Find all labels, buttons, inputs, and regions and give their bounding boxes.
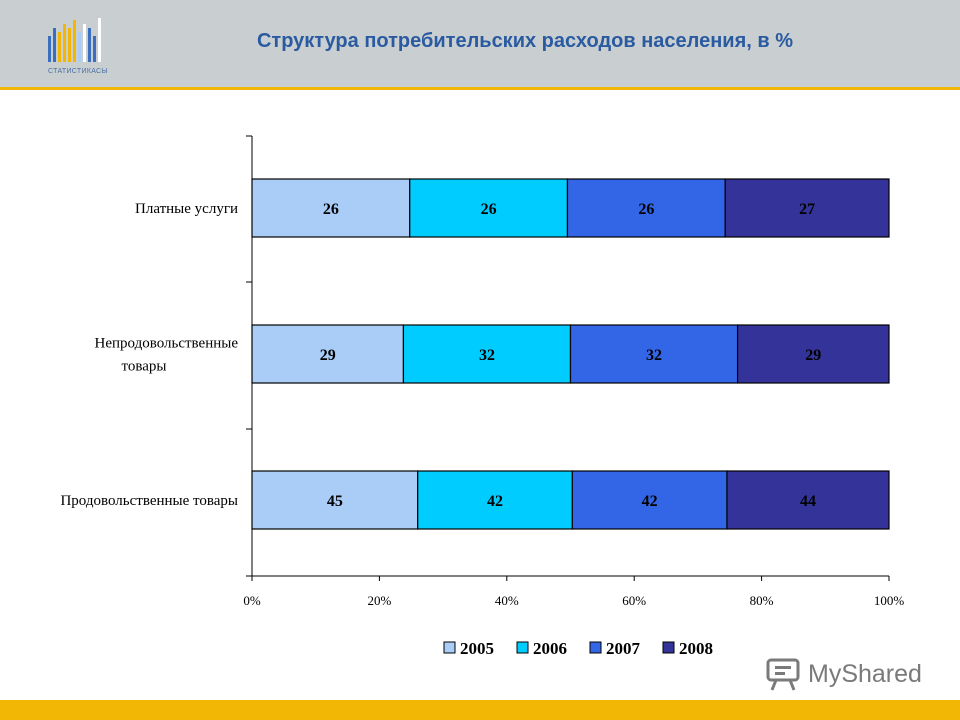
bar-segment <box>569 324 739 384</box>
x-tick-label: 20% <box>367 593 391 608</box>
x-tick-label: 0% <box>243 593 261 608</box>
logo-text: СТАТИСТИКАСЫ <box>48 68 108 75</box>
header-accent-line <box>0 87 960 90</box>
data-label: 32 <box>646 347 662 364</box>
data-label: 32 <box>479 347 495 364</box>
legend-swatch <box>516 641 529 654</box>
legend-swatch <box>443 641 456 654</box>
bar-segment <box>724 178 890 238</box>
watermark-text: MyShared <box>808 660 922 688</box>
bar-segment <box>566 178 726 238</box>
bar-segment <box>736 324 890 384</box>
data-label: 29 <box>805 347 821 364</box>
legend-swatch <box>589 641 602 654</box>
bar-segment <box>726 470 890 530</box>
data-label: 26 <box>323 201 339 218</box>
bar-segment <box>409 178 569 238</box>
legend-label: 2007 <box>606 639 641 658</box>
legend-swatch <box>662 641 675 654</box>
data-label: 27 <box>799 201 815 218</box>
footer-bar <box>0 700 960 720</box>
logo <box>48 18 101 62</box>
data-label: 42 <box>487 493 503 510</box>
data-label: 42 <box>642 493 658 510</box>
legend-label: 2008 <box>679 639 713 658</box>
category-label: Непродовольственные <box>95 336 239 352</box>
category-label: товары <box>122 359 167 375</box>
data-label: 26 <box>638 201 654 218</box>
bar-segment <box>251 470 419 530</box>
data-label: 29 <box>320 347 336 364</box>
bar-segment <box>571 470 728 530</box>
x-tick-label: 60% <box>622 593 646 608</box>
data-label: 45 <box>327 493 343 510</box>
stacked-bar-chart: 0% 20% 40% 60% 80% 100% Платные услуги Непродов… <box>60 135 905 658</box>
legend-label: 2006 <box>533 639 567 658</box>
x-tick-label: 40% <box>495 593 519 608</box>
page-title: Структура потребительских расходов насел… <box>256 30 794 52</box>
bar-segment <box>251 178 411 238</box>
category-label: Продовольственные товары <box>60 493 238 509</box>
data-label: 26 <box>481 201 497 218</box>
presentation-board-icon <box>766 658 800 691</box>
legend-label: 2005 <box>460 639 494 658</box>
x-tick-label: 80% <box>750 593 774 608</box>
bar-segment <box>251 324 405 384</box>
header-bar <box>0 0 960 87</box>
bar-segment <box>402 324 572 384</box>
x-tick-label: 100% <box>874 593 905 608</box>
data-label: 44 <box>800 493 816 510</box>
bar-segment <box>417 470 573 530</box>
category-label: Платные услуги <box>135 201 238 217</box>
